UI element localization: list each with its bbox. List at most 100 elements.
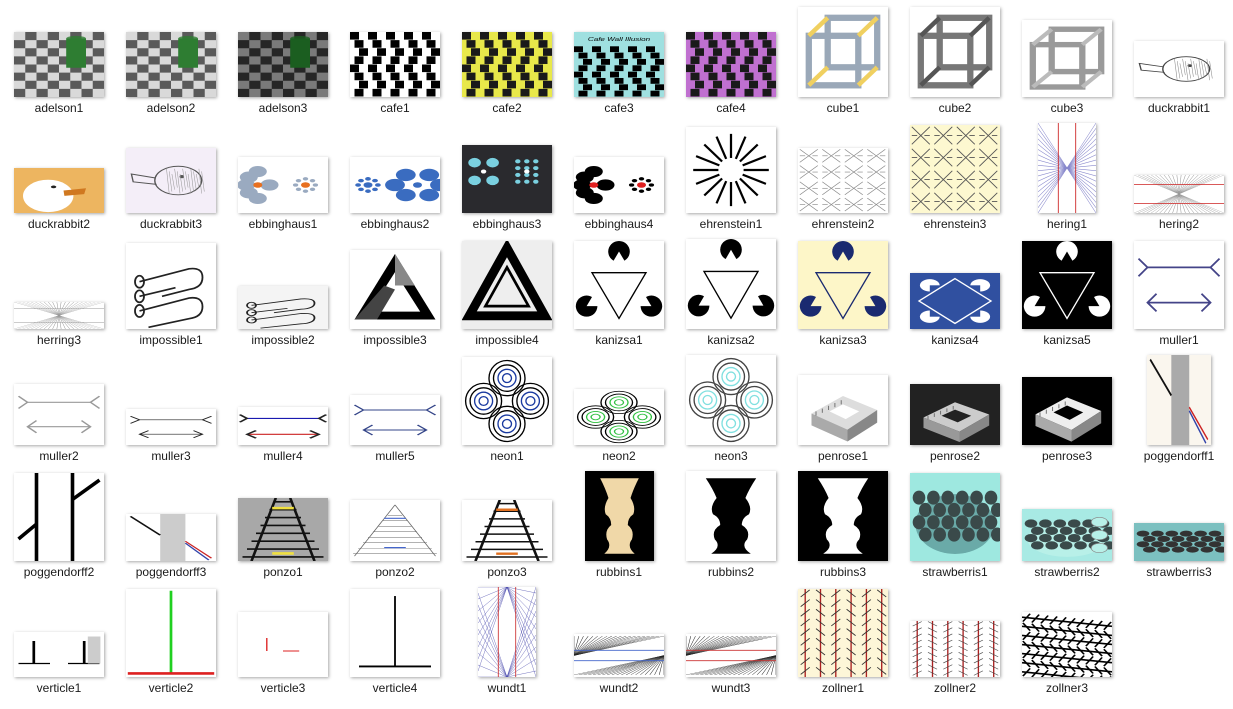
file-item-poggendorff1[interactable]: poggendorff1 <box>1123 348 1233 464</box>
file-thumbnail[interactable] <box>350 250 440 329</box>
file-thumbnail[interactable] <box>126 148 216 213</box>
file-item-neon2[interactable]: neon2 <box>563 348 675 464</box>
file-item-muller1[interactable]: muller1 <box>1123 232 1233 348</box>
file-thumbnail[interactable] <box>462 145 552 213</box>
file-item-neon3[interactable]: neon3 <box>675 348 787 464</box>
file-thumbnail[interactable] <box>462 241 552 329</box>
file-thumbnail[interactable] <box>1134 41 1224 97</box>
file-thumbnail[interactable] <box>350 589 440 677</box>
file-thumbnail[interactable] <box>350 32 440 97</box>
file-item-strawberris1[interactable]: strawberris1 <box>899 464 1011 580</box>
file-thumbnail[interactable] <box>126 409 216 445</box>
file-thumbnail[interactable] <box>910 7 1000 97</box>
file-thumbnail[interactable] <box>798 148 888 213</box>
file-item-verticle1[interactable]: verticle1 <box>3 580 115 696</box>
file-item-rubbins1[interactable]: rubbins1 <box>563 464 675 580</box>
file-thumbnail[interactable] <box>126 514 216 561</box>
file-thumbnail[interactable] <box>238 32 328 97</box>
file-thumbnail[interactable] <box>14 168 104 213</box>
file-item-zollner3[interactable]: zollner3 <box>1011 580 1123 696</box>
file-thumbnail[interactable] <box>238 498 328 561</box>
file-item-penrose2[interactable]: penrose2 <box>899 348 1011 464</box>
file-item-cafe1[interactable]: cafe1 <box>339 0 451 116</box>
file-item-rubbins2[interactable]: rubbins2 <box>675 464 787 580</box>
file-thumbnail[interactable] <box>1022 241 1112 329</box>
file-item-verticle3[interactable]: verticle3 <box>227 580 339 696</box>
file-thumbnail[interactable] <box>1022 509 1112 561</box>
file-item-kanizsa4[interactable]: kanizsa4 <box>899 232 1011 348</box>
file-item-kanizsa5[interactable]: kanizsa5 <box>1011 232 1123 348</box>
file-item-hering2[interactable]: hering2 <box>1123 116 1233 232</box>
file-item-ehrenstein2[interactable]: ehrenstein2 <box>787 116 899 232</box>
file-item-wundt3[interactable]: wundt3 <box>675 580 787 696</box>
file-item-ehrenstein3[interactable]: ehrenstein3 <box>899 116 1011 232</box>
file-item-poggendorff3[interactable]: poggendorff3 <box>115 464 227 580</box>
file-thumbnail[interactable] <box>910 473 1000 561</box>
file-thumbnail[interactable] <box>238 407 328 445</box>
file-thumbnail[interactable] <box>574 157 664 213</box>
file-item-duckrabbit1[interactable]: duckrabbit1 <box>1123 0 1233 116</box>
file-thumbnail[interactable] <box>238 612 328 677</box>
file-item-muller3[interactable]: muller3 <box>115 348 227 464</box>
file-thumbnail[interactable] <box>686 634 776 677</box>
file-item-duckrabbit3[interactable]: duckrabbit3 <box>115 116 227 232</box>
file-thumbnail[interactable] <box>686 355 776 445</box>
file-thumbnail[interactable] <box>574 634 664 677</box>
file-item-adelson1[interactable]: adelson1 <box>3 0 115 116</box>
file-thumbnail[interactable] <box>798 241 888 329</box>
file-thumbnail[interactable] <box>584 471 654 561</box>
file-thumbnail[interactable] <box>462 500 552 561</box>
file-item-kanizsa3[interactable]: kanizsa3 <box>787 232 899 348</box>
file-item-ebbinghaus3[interactable]: ebbinghaus3 <box>451 116 563 232</box>
file-item-ebbinghaus4[interactable]: ebbinghaus4 <box>563 116 675 232</box>
file-item-kanizsa1[interactable]: kanizsa1 <box>563 232 675 348</box>
file-thumbnail[interactable] <box>350 395 440 445</box>
file-item-ehrenstein1[interactable]: ehrenstein1 <box>675 116 787 232</box>
file-item-zollner1[interactable]: zollner1 <box>787 580 899 696</box>
file-thumbnail[interactable] <box>14 473 104 561</box>
file-thumbnail[interactable] <box>1022 377 1112 445</box>
file-item-impossible1[interactable]: impossible1 <box>115 232 227 348</box>
file-thumbnail[interactable] <box>462 32 552 97</box>
file-thumbnail[interactable] <box>798 7 888 97</box>
file-thumbnail[interactable] <box>686 127 776 213</box>
file-item-ponzo3[interactable]: ponzo3 <box>451 464 563 580</box>
file-item-impossible2[interactable]: impossible2 <box>227 232 339 348</box>
file-item-impossible4[interactable]: impossible4 <box>451 232 563 348</box>
file-thumbnail[interactable] <box>126 32 216 97</box>
file-item-wundt1[interactable]: wundt1 <box>451 580 563 696</box>
file-item-herring3[interactable]: herring3 <box>3 232 115 348</box>
file-item-hering1[interactable]: hering1 <box>1011 116 1123 232</box>
file-thumbnail[interactable] <box>1022 20 1112 97</box>
file-item-muller5[interactable]: muller5 <box>339 348 451 464</box>
file-item-ebbinghaus1[interactable]: ebbinghaus1 <box>227 116 339 232</box>
file-item-cafe4[interactable]: cafe4 <box>675 0 787 116</box>
file-item-cube2[interactable]: cube2 <box>899 0 1011 116</box>
file-thumbnail[interactable] <box>238 157 328 213</box>
file-thumbnail[interactable] <box>1134 523 1224 561</box>
file-thumbnail[interactable] <box>14 32 104 97</box>
file-item-neon1[interactable]: neon1 <box>451 348 563 464</box>
file-item-penrose3[interactable]: penrose3 <box>1011 348 1123 464</box>
file-item-zollner2[interactable]: zollner2 <box>899 580 1011 696</box>
file-item-ponzo2[interactable]: ponzo2 <box>339 464 451 580</box>
file-item-ponzo1[interactable]: ponzo1 <box>227 464 339 580</box>
file-item-impossible3[interactable]: impossible3 <box>339 232 451 348</box>
file-thumbnail[interactable] <box>1147 355 1211 445</box>
file-thumbnail[interactable] <box>798 589 888 677</box>
file-thumbnail[interactable] <box>350 500 440 561</box>
file-item-duckrabbit2[interactable]: duckrabbit2 <box>3 116 115 232</box>
file-thumbnail[interactable] <box>574 389 664 445</box>
file-thumbnail[interactable] <box>798 471 888 561</box>
file-item-rubbins3[interactable]: rubbins3 <box>787 464 899 580</box>
file-thumbnail[interactable] <box>14 632 104 677</box>
file-thumbnail[interactable] <box>462 357 552 445</box>
file-item-verticle4[interactable]: verticle4 <box>339 580 451 696</box>
file-thumbnail[interactable] <box>14 384 104 445</box>
file-thumbnail[interactable] <box>126 589 216 677</box>
file-thumbnail[interactable] <box>350 157 440 213</box>
file-thumbnail[interactable] <box>910 384 1000 445</box>
file-thumbnail[interactable] <box>910 273 1000 329</box>
file-item-cafe2[interactable]: cafe2 <box>451 0 563 116</box>
file-item-cube3[interactable]: cube3 <box>1011 0 1123 116</box>
